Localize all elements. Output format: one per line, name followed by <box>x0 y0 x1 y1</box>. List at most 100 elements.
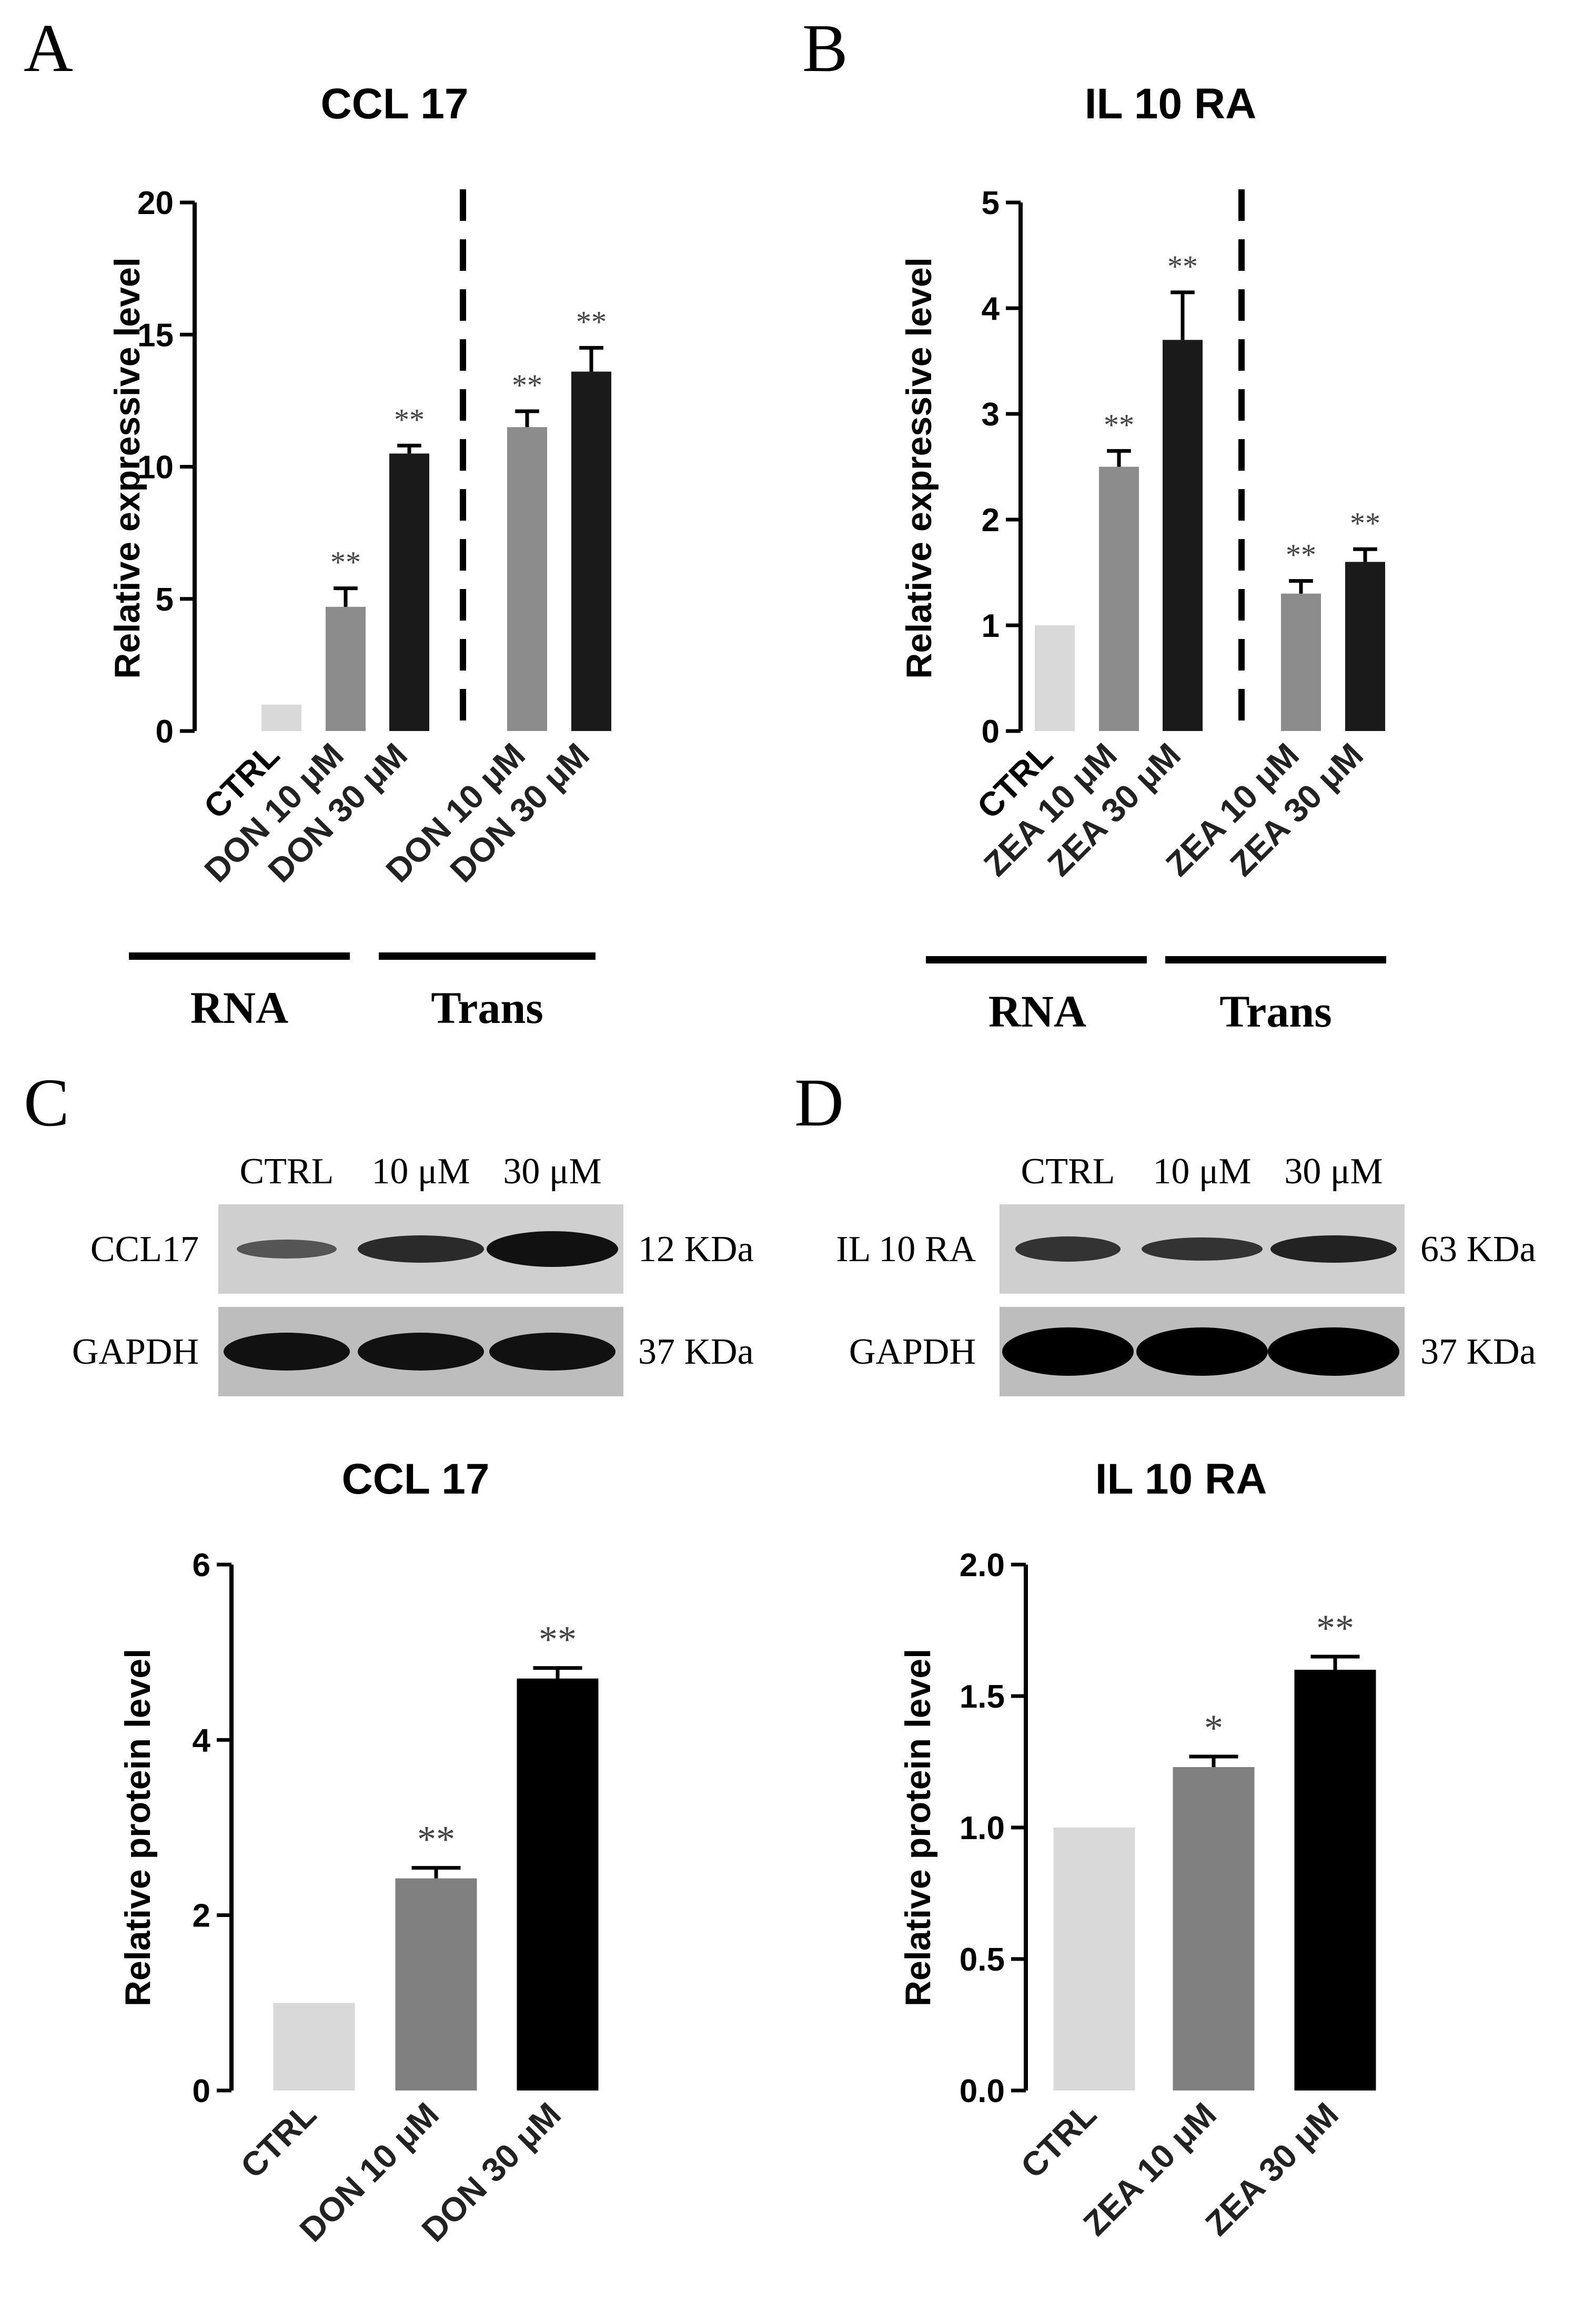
y-tick-label: 0 <box>156 714 174 750</box>
y-axis-label: Relative protein level <box>898 1649 938 2006</box>
significance-marker: * <box>1204 1707 1223 1749</box>
y-tick-label: 0.5 <box>960 1942 1005 1978</box>
bar <box>389 453 429 731</box>
x-tick-label: CTRL <box>233 2095 324 2186</box>
lane-label: 10 μM <box>1153 1151 1251 1192</box>
y-tick-label: 15 <box>137 317 174 353</box>
y-tick-label: 2 <box>193 1898 210 1934</box>
protein-band <box>489 1333 616 1371</box>
protein-band <box>487 1231 618 1267</box>
protein-band <box>1136 1327 1268 1376</box>
chart-title: CCL 17 <box>320 80 468 128</box>
protein-band <box>1268 1327 1399 1376</box>
y-tick-label: 4 <box>193 1722 211 1759</box>
panel-letter-A: A <box>24 11 73 86</box>
y-tick-label: 5 <box>156 582 174 618</box>
panel-letter-B: B <box>802 11 848 86</box>
protein-band <box>1002 1327 1134 1376</box>
bar <box>507 427 547 731</box>
y-axis-label: Relative expressive level <box>107 257 147 678</box>
significance-marker: ** <box>1104 408 1134 442</box>
protein-label: GAPDH <box>849 1332 976 1372</box>
western-blot-C: CTRL 10 μM 30 μM CCL17 12 KDa GAPDH 37 KDa <box>72 1151 754 1396</box>
chart-title: IL 10 RA <box>1085 80 1257 128</box>
group-label: RNA <box>988 986 1086 1037</box>
y-tick-label: 0 <box>982 714 1000 750</box>
chart-D: IL 10 RA Relative protein level 0.0 0.5 1.0 1… <box>898 1455 1376 2243</box>
bar <box>1035 625 1075 731</box>
protein-band <box>358 1333 484 1371</box>
panel-letter-D: D <box>794 1065 844 1141</box>
protein-label: GAPDH <box>72 1332 199 1372</box>
significance-marker: ** <box>576 305 607 339</box>
y-tick-label: 1.0 <box>960 1810 1005 1846</box>
bar <box>273 2003 355 2090</box>
significance-marker: ** <box>394 402 425 437</box>
western-blot-D: CTRL 10 μM 30 μM IL 10 RA 63 KDa GAPDH 37 KDa <box>836 1151 1536 1396</box>
bar <box>261 704 301 731</box>
molecular-weight-label: 63 KDa <box>1420 1229 1536 1270</box>
bar <box>1163 340 1203 731</box>
bar <box>1099 466 1139 731</box>
protein-band <box>1142 1237 1263 1261</box>
significance-marker: ** <box>1316 1607 1354 1649</box>
y-tick-label: 0.0 <box>960 2073 1005 2109</box>
lane-label: 30 μM <box>503 1151 601 1192</box>
protein-label: IL 10 RA <box>836 1229 976 1270</box>
panel-letter-C: C <box>24 1065 69 1141</box>
y-tick-label: 0 <box>193 2073 210 2109</box>
lane-label: CTRL <box>240 1151 334 1192</box>
protein-band <box>237 1240 337 1259</box>
bar <box>571 371 611 731</box>
y-tick-label: 1.5 <box>960 1679 1005 1715</box>
y-tick-label: 20 <box>137 185 174 221</box>
chart-B: IL 10 RA Relative expressive level 0 1 2 3 4 5 *… <box>899 80 1386 1037</box>
bar <box>395 1878 477 2090</box>
protein-band <box>224 1333 350 1371</box>
bar <box>1345 562 1385 731</box>
y-axis-label: Relative expressive level <box>899 257 939 678</box>
x-tick-label: ZEA 30 μM <box>1198 2095 1346 2243</box>
chart-title: IL 10 RA <box>1095 1455 1267 1503</box>
bar <box>1173 1767 1255 2090</box>
y-tick-label: 4 <box>982 291 1000 327</box>
bar <box>1053 1828 1135 2090</box>
significance-marker: ** <box>1167 249 1198 283</box>
significance-marker: ** <box>1286 538 1316 572</box>
molecular-weight-label: 37 KDa <box>638 1332 754 1372</box>
bar <box>1281 593 1321 731</box>
molecular-weight-label: 37 KDa <box>1420 1332 1536 1372</box>
lane-label: CTRL <box>1021 1151 1115 1192</box>
significance-marker: ** <box>539 1619 577 1661</box>
lane-label: 10 μM <box>371 1151 470 1192</box>
protein-band <box>1270 1235 1397 1263</box>
bar <box>517 1678 599 2090</box>
significance-marker: ** <box>1350 506 1380 540</box>
bar <box>1294 1670 1376 2090</box>
y-tick-label: 5 <box>982 185 1000 221</box>
protein-band <box>1015 1236 1121 1262</box>
protein-band <box>358 1235 484 1263</box>
chart-C: CCL 17 Relative protein level 0 2 4 6 ** ** CTRL… <box>118 1455 599 2249</box>
y-tick-label: 2 <box>982 502 1000 539</box>
lane-label: 30 μM <box>1284 1151 1383 1192</box>
y-tick-label: 3 <box>982 397 1000 433</box>
y-tick-label: 10 <box>137 450 174 486</box>
group-label: Trans <box>1219 986 1331 1037</box>
y-tick-label: 2.0 <box>960 1547 1005 1584</box>
protein-label: CCL17 <box>90 1229 199 1270</box>
y-axis-label: Relative protein level <box>118 1649 158 2006</box>
y-tick-label: 6 <box>193 1547 210 1584</box>
x-tick-label: CTRL <box>1013 2095 1104 2186</box>
bar <box>326 606 366 731</box>
chart-title: CCL 17 <box>341 1455 489 1503</box>
group-label: RNA <box>190 982 288 1033</box>
significance-marker: ** <box>330 545 361 580</box>
group-label: Trans <box>431 982 543 1033</box>
significance-marker: ** <box>512 368 542 402</box>
y-tick-label: 1 <box>982 608 1000 644</box>
molecular-weight-label: 12 KDa <box>638 1229 754 1270</box>
significance-marker: ** <box>417 1819 455 1861</box>
